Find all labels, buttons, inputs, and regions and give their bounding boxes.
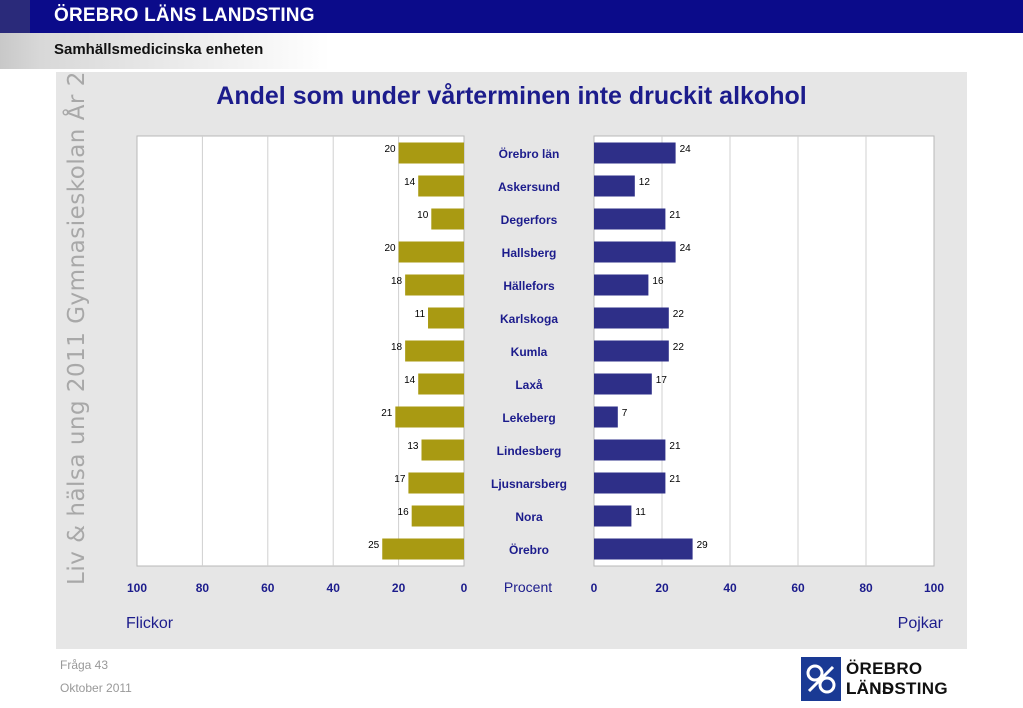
value-label-girls: 10 [417,210,429,221]
bar-girls [418,175,464,197]
value-label-boys: 16 [652,276,664,287]
value-label-girls: 11 [415,309,426,320]
tick-label-right: 40 [723,581,737,595]
header-blue [30,0,1023,33]
value-label-boys: 24 [680,243,692,254]
bar-girls [405,340,464,362]
category-label: Lekeberg [502,411,555,425]
value-label-boys: 21 [669,210,681,221]
value-label-girls: 18 [391,276,403,287]
bar-boys [594,208,666,230]
tick-label-right: 80 [859,581,873,595]
bar-boys [594,439,666,461]
bar-girls [382,538,464,560]
value-label-boys: 17 [656,375,668,386]
report-date: Oktober 2011 [60,681,132,695]
subheader-bar [0,33,1023,69]
bar-girls [398,142,464,164]
value-label-girls: 20 [384,243,396,254]
category-label: Örebro [509,542,549,557]
bar-girls [411,505,464,527]
bar-girls [418,373,464,395]
question-number: Fråga 43 [60,658,109,672]
tick-label-left: 60 [261,581,275,595]
bar-girls [398,241,464,263]
legend-girls: Flickor [126,615,174,632]
tick-label-left: 40 [327,581,341,595]
logo-line1: ÖREBRO LÄNS [846,659,923,698]
tick-label-left: 20 [392,581,406,595]
category-label: Kumla [511,345,548,359]
value-label-girls: 21 [381,408,393,419]
value-label-girls: 20 [384,144,396,155]
header-bar: ÖREBRO LÄNS LANDSTING [0,0,1023,33]
value-label-boys: 24 [680,144,692,155]
category-label: Karlskoga [500,312,558,326]
bar-boys [594,274,649,296]
category-label: Nora [515,510,543,524]
value-label-girls: 16 [398,507,410,518]
org-title: ÖREBRO LÄNS LANDSTING [54,5,315,26]
category-label: Ljusnarsberg [491,477,567,491]
value-label-boys: 7 [622,408,628,419]
value-label-boys: 22 [673,342,685,353]
tick-label-left: 100 [127,581,147,595]
value-label-boys: 22 [673,309,685,320]
bar-boys [594,472,666,494]
bar-boys [594,175,635,197]
tick-label-left: 0 [461,581,468,595]
category-label: Askersund [498,180,560,194]
bar-boys [594,340,669,362]
landsting-logo: ÖREBRO LÄNS LANDSTING [801,657,971,701]
bar-boys [594,538,693,560]
category-label: Lindesberg [497,444,562,458]
logo-emblem-icon [806,664,836,694]
legend-boys: Pojkar [898,615,944,632]
value-label-boys: 21 [669,441,681,452]
bar-boys [594,406,618,428]
value-label-boys: 11 [635,507,646,518]
logo-symbol [801,657,841,701]
category-label: Hallsberg [502,246,557,260]
value-label-girls: 18 [391,342,403,353]
value-label-girls: 13 [407,441,419,452]
bar-boys [594,142,676,164]
tick-label-left: 80 [196,581,210,595]
category-label: Örebro län [499,146,560,161]
value-label-boys: 29 [697,540,709,551]
tick-label-right: 100 [924,581,944,595]
unit-title: Samhällsmedicinska enheten [54,41,264,58]
value-label-boys: 12 [639,177,651,188]
bar-girls [431,208,464,230]
bar-girls [408,472,464,494]
header-accent [0,0,30,33]
logo-line2: LANDSTING [846,679,948,698]
tick-label-right: 20 [655,581,669,595]
category-label: Hällefors [503,279,555,293]
bar-girls [405,274,464,296]
bar-boys [594,505,632,527]
axis-label: Procent [504,579,552,595]
bar-boys [594,307,669,329]
chart-title: Andel som under vårterminen inte druckit… [216,82,807,110]
bar-boys [594,241,676,263]
bar-boys [594,373,652,395]
value-label-girls: 25 [368,540,380,551]
value-label-girls: 17 [394,474,406,485]
value-label-girls: 14 [404,375,416,386]
tick-label-right: 60 [791,581,805,595]
bar-girls [395,406,464,428]
tick-label-right: 0 [591,581,598,595]
category-label: Laxå [515,378,543,392]
value-label-girls: 14 [404,177,416,188]
category-label: Degerfors [501,213,558,227]
value-label-boys: 21 [669,474,681,485]
bar-girls [428,307,464,329]
bar-girls [421,439,464,461]
